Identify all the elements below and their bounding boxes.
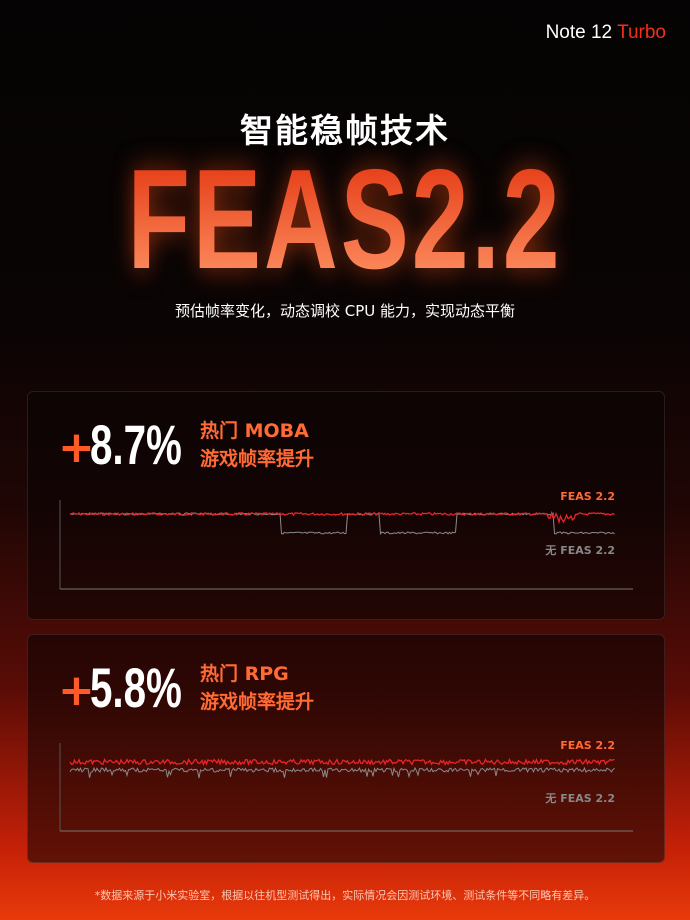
legend-no-feas: 无 FEAS 2.2 [544,792,615,805]
plus-sign: + [58,422,95,473]
subtitle: 预估帧率变化，动态调校 CPU 能力，实现动态平衡 [174,302,516,320]
footnote: *数据来源于小米实验室，根据以往机型测试得出，实际情况会因测试环境、测试条件等不… [94,889,596,902]
legend-feas: FEAS 2.2 [560,490,615,503]
plus-sign: + [58,665,95,716]
no-feas-line [69,766,615,779]
page-title: 智能稳帧技术 [240,111,450,150]
improvement-value: 5.8% [90,656,182,719]
moba-card: + 8.7% 热门 MOBA 游戏帧率提升 FEAS 2.2 无 FEAS 2.… [27,391,665,620]
headline: FEAS2.2 [97,149,594,291]
improvement-label: 游戏帧率提升 [200,448,315,470]
game-type: 热门 MOBA [200,420,309,442]
improvement-value: 8.7% [90,413,182,476]
legend-no-feas: 无 FEAS 2.2 [544,544,615,557]
improvement-label: 游戏帧率提升 [200,691,315,713]
game-type: 热门 RPG [200,663,289,685]
frame-rate-chart: FEAS 2.2 无 FEAS 2.2 [59,739,633,832]
feas-line [69,757,615,767]
rpg-card: + 5.8% 热门 RPG 游戏帧率提升 FEAS 2.2 无 FEAS 2.2 [27,634,665,863]
no-feas-line [69,511,615,535]
frame-rate-chart: FEAS 2.2 无 FEAS 2.2 [59,490,633,590]
feas-line [69,510,615,525]
brand-suffix: Turbo [617,22,666,43]
legend-feas: FEAS 2.2 [560,739,615,752]
brand-logo: Note 12 Turbo [546,22,666,44]
brand-model: Note 12 [545,22,613,43]
